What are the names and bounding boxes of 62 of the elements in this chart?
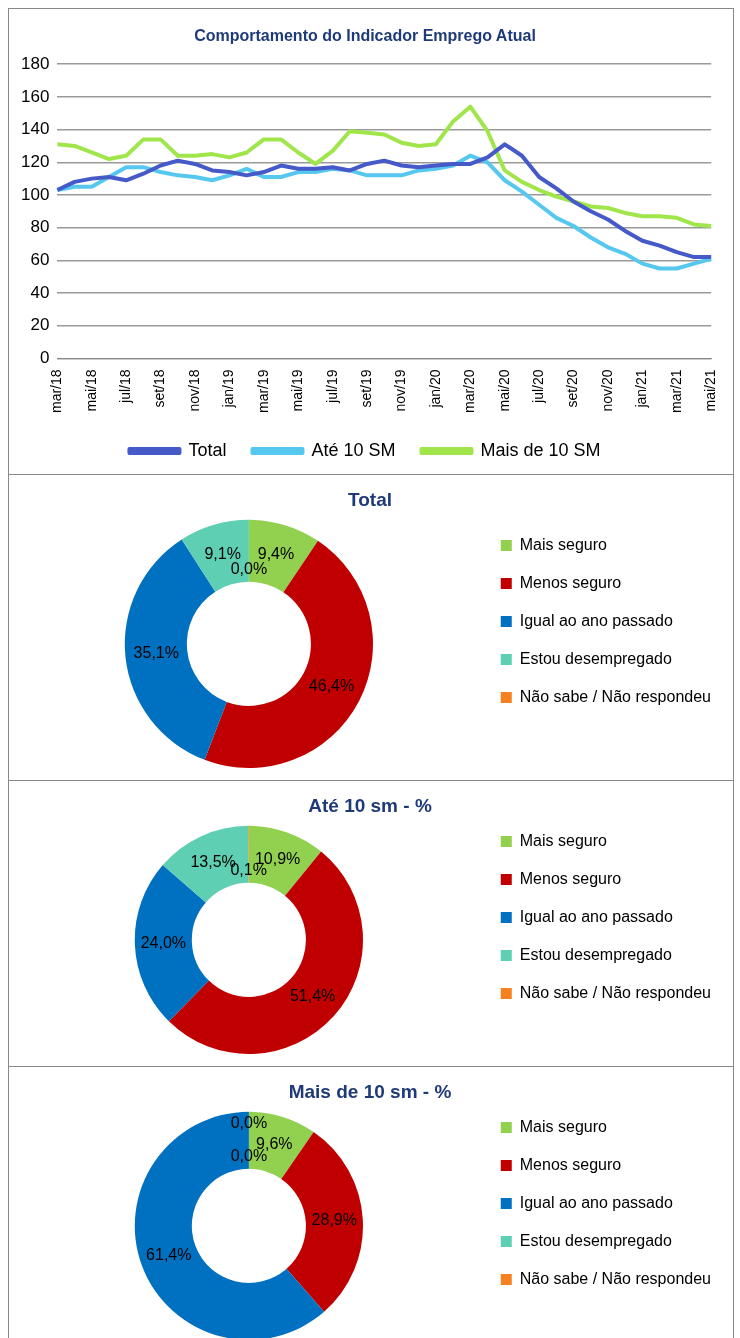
legend-label: Igual ao ano passado [519,907,673,925]
legend-label: Total [188,439,227,460]
x-tick-label: set/18 [151,369,168,408]
legend-label: Igual ao ano passado [519,611,673,629]
x-tick-label: mai/20 [495,369,512,412]
x-tick-label: mar/20 [461,369,478,414]
y-tick-label: 140 [20,119,50,139]
y-tick-label: 100 [20,184,50,204]
y-tick-label: 120 [20,151,50,171]
x-tick-label: nov/20 [598,369,615,412]
y-tick-label: 20 [30,315,50,335]
x-tick-label: set/20 [564,369,581,408]
y-tick-label: 160 [20,86,50,106]
x-tick-label: jul/19 [323,369,340,404]
data-label: 9,4% [257,545,295,563]
text: 0,0% [230,560,268,578]
legend-label: Menos seguro [519,1155,622,1173]
legend-label: Mais seguro [519,831,608,849]
y-tick-label: 60 [30,250,50,270]
chart-title: Comportamento do Indicador Emprego Atual [194,27,536,45]
legend-label: Mais de 10 SM [480,439,601,460]
data-label: 61,4% [146,1246,192,1264]
legend-label: Não sabe / Não respondeu [519,687,712,705]
x-tick-label: jan/19 [220,369,237,409]
x-tick-label: mar/21 [667,369,684,414]
chart-title: Total [348,488,392,510]
x-tick-label: mar/18 [48,369,65,414]
data-label: 28,9% [311,1211,357,1229]
x-tick-label: jul/18 [117,369,134,404]
legend-label: Não sabe / Não respondeu [519,1269,712,1287]
legend-label: Menos seguro [519,573,622,591]
legend-label: Estou desempregado [519,649,672,667]
y-tick-label: 40 [30,282,50,302]
data-label: 9,1% [204,545,241,563]
x-tick-label: jul/20 [530,369,546,404]
x-tick-label: mar/19 [254,369,271,414]
x-tick-label: nov/19 [392,369,409,412]
data-label: 51,4% [289,987,336,1005]
legend-label: Não sabe / Não respondeu [519,983,712,1001]
y-tick-label: 80 [30,217,50,237]
legend-label: Estou desempregado [519,945,672,963]
legend-label: Até 10 SM [311,439,396,460]
x-tick-label: set/19 [357,369,374,408]
data-label: 35,1% [133,643,179,661]
x-tick-label: jan/20 [426,369,443,409]
data-label: 46,4% [308,677,355,695]
chart-title: Até 10 sm - % [308,794,432,816]
text: 0,0% [230,1114,268,1132]
chart-title: Mais de 10 sm - % [288,1080,452,1102]
legend-label: Mais seguro [519,1117,608,1135]
x-tick-label: mai/18 [82,369,99,412]
y-tick-label: 180 [20,53,50,73]
legend-label: Mais seguro [519,535,608,553]
legend-label: Menos seguro [519,869,622,887]
x-tick-label: nov/18 [185,369,202,412]
x-tick-label: mai/19 [289,369,306,412]
y-tick-label: 0 [39,348,50,368]
x-tick-label: mai/21 [702,369,719,412]
data-label: 24,0% [140,933,187,951]
x-tick-label: jan/21 [633,369,650,409]
legend-label: Igual ao ano passado [519,1193,673,1211]
legend-label: Estou desempregado [519,1231,672,1249]
